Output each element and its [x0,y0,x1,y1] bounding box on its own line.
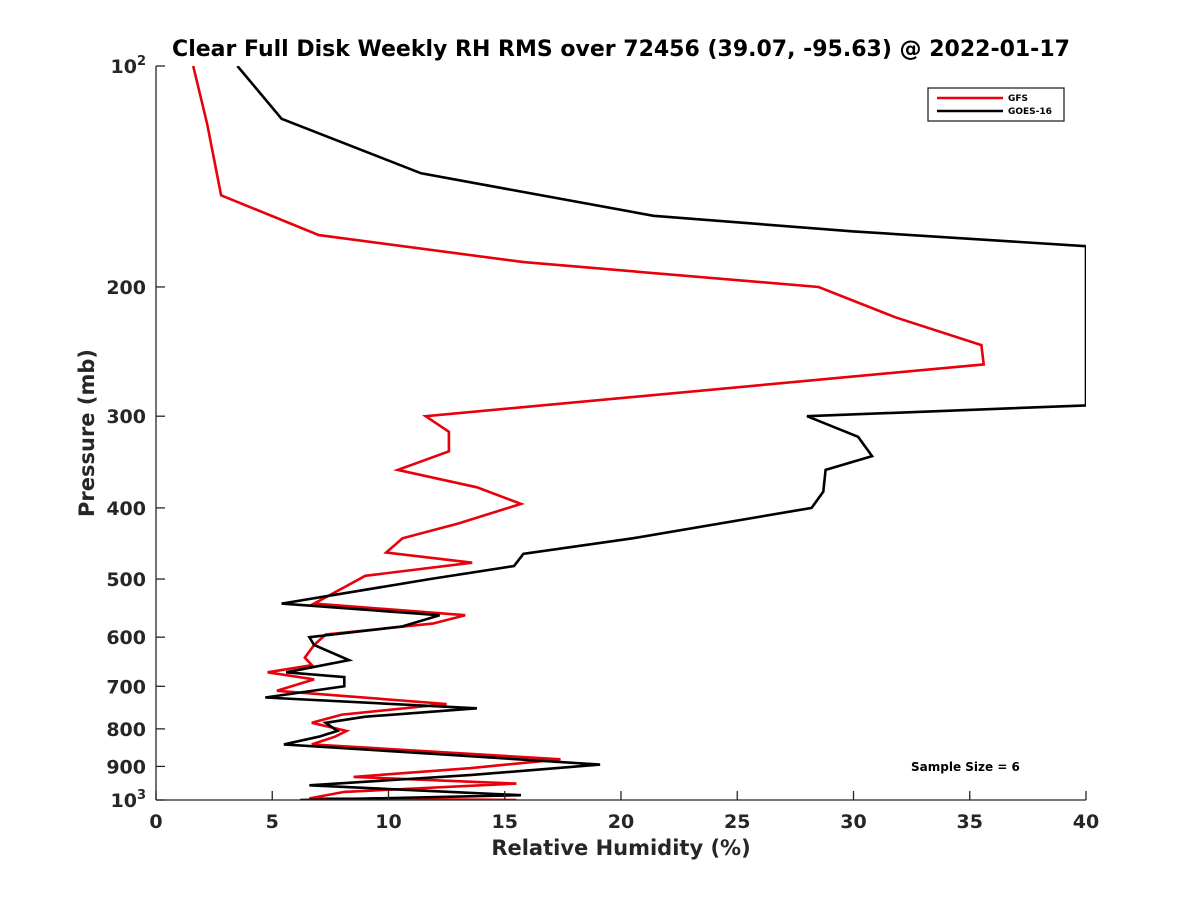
legend-label-gfs: GFS [1008,94,1028,104]
y-tick-label: 200 [106,277,146,299]
y-tick-label: 400 [106,498,146,520]
legend: GFS GOES-16 [927,87,1065,122]
series-line-goes-16 [236,66,1086,800]
x-tick-label: 15 [492,811,518,833]
y-tick-label: 300 [106,406,146,428]
plot-area [156,66,1086,800]
legend-box [927,87,1065,122]
x-tick-label: 40 [1073,811,1099,833]
y-tick-label: 700 [106,676,146,698]
y-tick-label: 102 [111,54,147,78]
y-tick-label: 800 [106,719,146,741]
plot-background [156,66,1086,800]
x-tick-label: 35 [957,811,983,833]
x-tick-label: 5 [266,811,279,833]
y-ticks: 102 200 300 400 500 600 700 800 900 103 [106,54,165,812]
x-tick-label: 25 [724,811,750,833]
sample-size-annotation: Sample Size = 6 [911,760,1020,774]
x-ticks: 0 5 10 15 20 25 30 35 40 [149,791,1099,833]
x-tick-label: 20 [608,811,634,833]
x-axis-title: Relative Humidity (%) [491,836,750,860]
x-tick-label: 30 [840,811,866,833]
y-tick-label: 103 [111,788,147,812]
y-tick-label: 500 [106,569,146,591]
series-layer [191,66,1086,800]
y-axis-title: Pressure (mb) [75,349,99,517]
x-tick-label: 10 [375,811,401,833]
y-tick-label: 600 [106,627,146,649]
series-line-gfs [191,66,986,800]
x-tick-label: 0 [149,811,162,833]
legend-label-goes-16: GOES-16 [1008,107,1052,117]
y-tick-label: 900 [106,756,146,778]
chart-title: Clear Full Disk Weekly RH RMS over 72456… [172,37,1070,62]
